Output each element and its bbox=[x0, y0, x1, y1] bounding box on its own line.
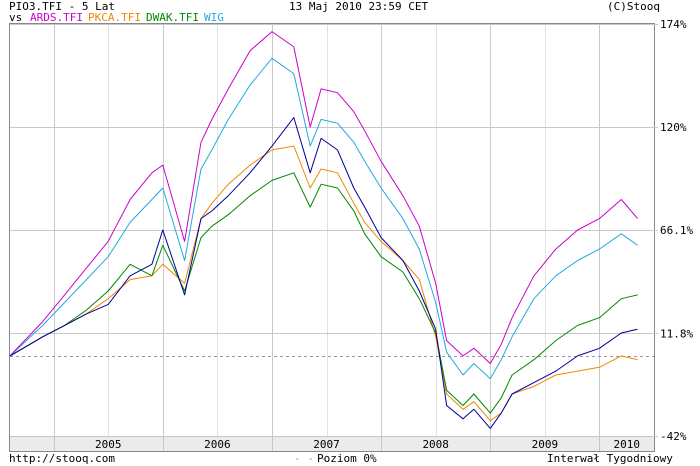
series-line-ards-tfi bbox=[9, 31, 638, 364]
chart-title: PIO3.TFI - 5 Lat bbox=[9, 0, 115, 13]
y-tick-labels: 174% 120% 66.1% 11.8% -42% bbox=[660, 18, 693, 443]
x-tick-label-2007: 2007 bbox=[313, 438, 340, 451]
x-tick-label-2010: 2010 bbox=[613, 438, 640, 451]
interval-label: Interwał Tygodniowy bbox=[547, 452, 673, 465]
baseline-legend-label: Poziom 0% bbox=[317, 452, 377, 465]
legend-entry-wig[interactable]: WIG bbox=[204, 11, 224, 24]
x-tick-label-2009: 2009 bbox=[532, 438, 559, 451]
source-link[interactable]: http://stooq.com bbox=[9, 452, 115, 465]
x-tick-label-2005: 2005 bbox=[95, 438, 122, 451]
x-tick-label-2006: 2006 bbox=[204, 438, 231, 451]
x-tick-label-2008: 2008 bbox=[422, 438, 449, 451]
x-tick-labels: 2005 2006 2007 2008 2009 2010 bbox=[95, 438, 640, 451]
grid-layer bbox=[10, 24, 658, 451]
series-line-pkca-tfi bbox=[9, 145, 638, 422]
legend-entry-pkca[interactable]: PKCA.TFI bbox=[88, 11, 141, 24]
plot-frame bbox=[9, 23, 655, 452]
y-tick-label: 66.1% bbox=[660, 224, 693, 237]
legend-entry-ards[interactable]: ARDS.TFI bbox=[30, 11, 83, 24]
y-tick-label: 11.8% bbox=[660, 327, 693, 340]
series-layer bbox=[9, 31, 638, 429]
y-tick-label: -42% bbox=[660, 430, 687, 443]
vs-label: vs bbox=[9, 11, 23, 24]
series-line-wig bbox=[9, 57, 638, 380]
copyright: (C)Stooq bbox=[607, 0, 660, 13]
legend-entry-dwak[interactable]: DWAK.TFI bbox=[146, 11, 199, 24]
y-tick-label: 120% bbox=[660, 121, 687, 134]
timestamp: 13 Maj 2010 23:59 CET bbox=[289, 0, 429, 13]
baseline-legend-dash: - - - bbox=[294, 452, 328, 465]
y-tick-label: 174% bbox=[660, 18, 687, 31]
series-line-pio3-tfi bbox=[9, 117, 638, 429]
series-line-dwak-tfi bbox=[9, 172, 638, 414]
